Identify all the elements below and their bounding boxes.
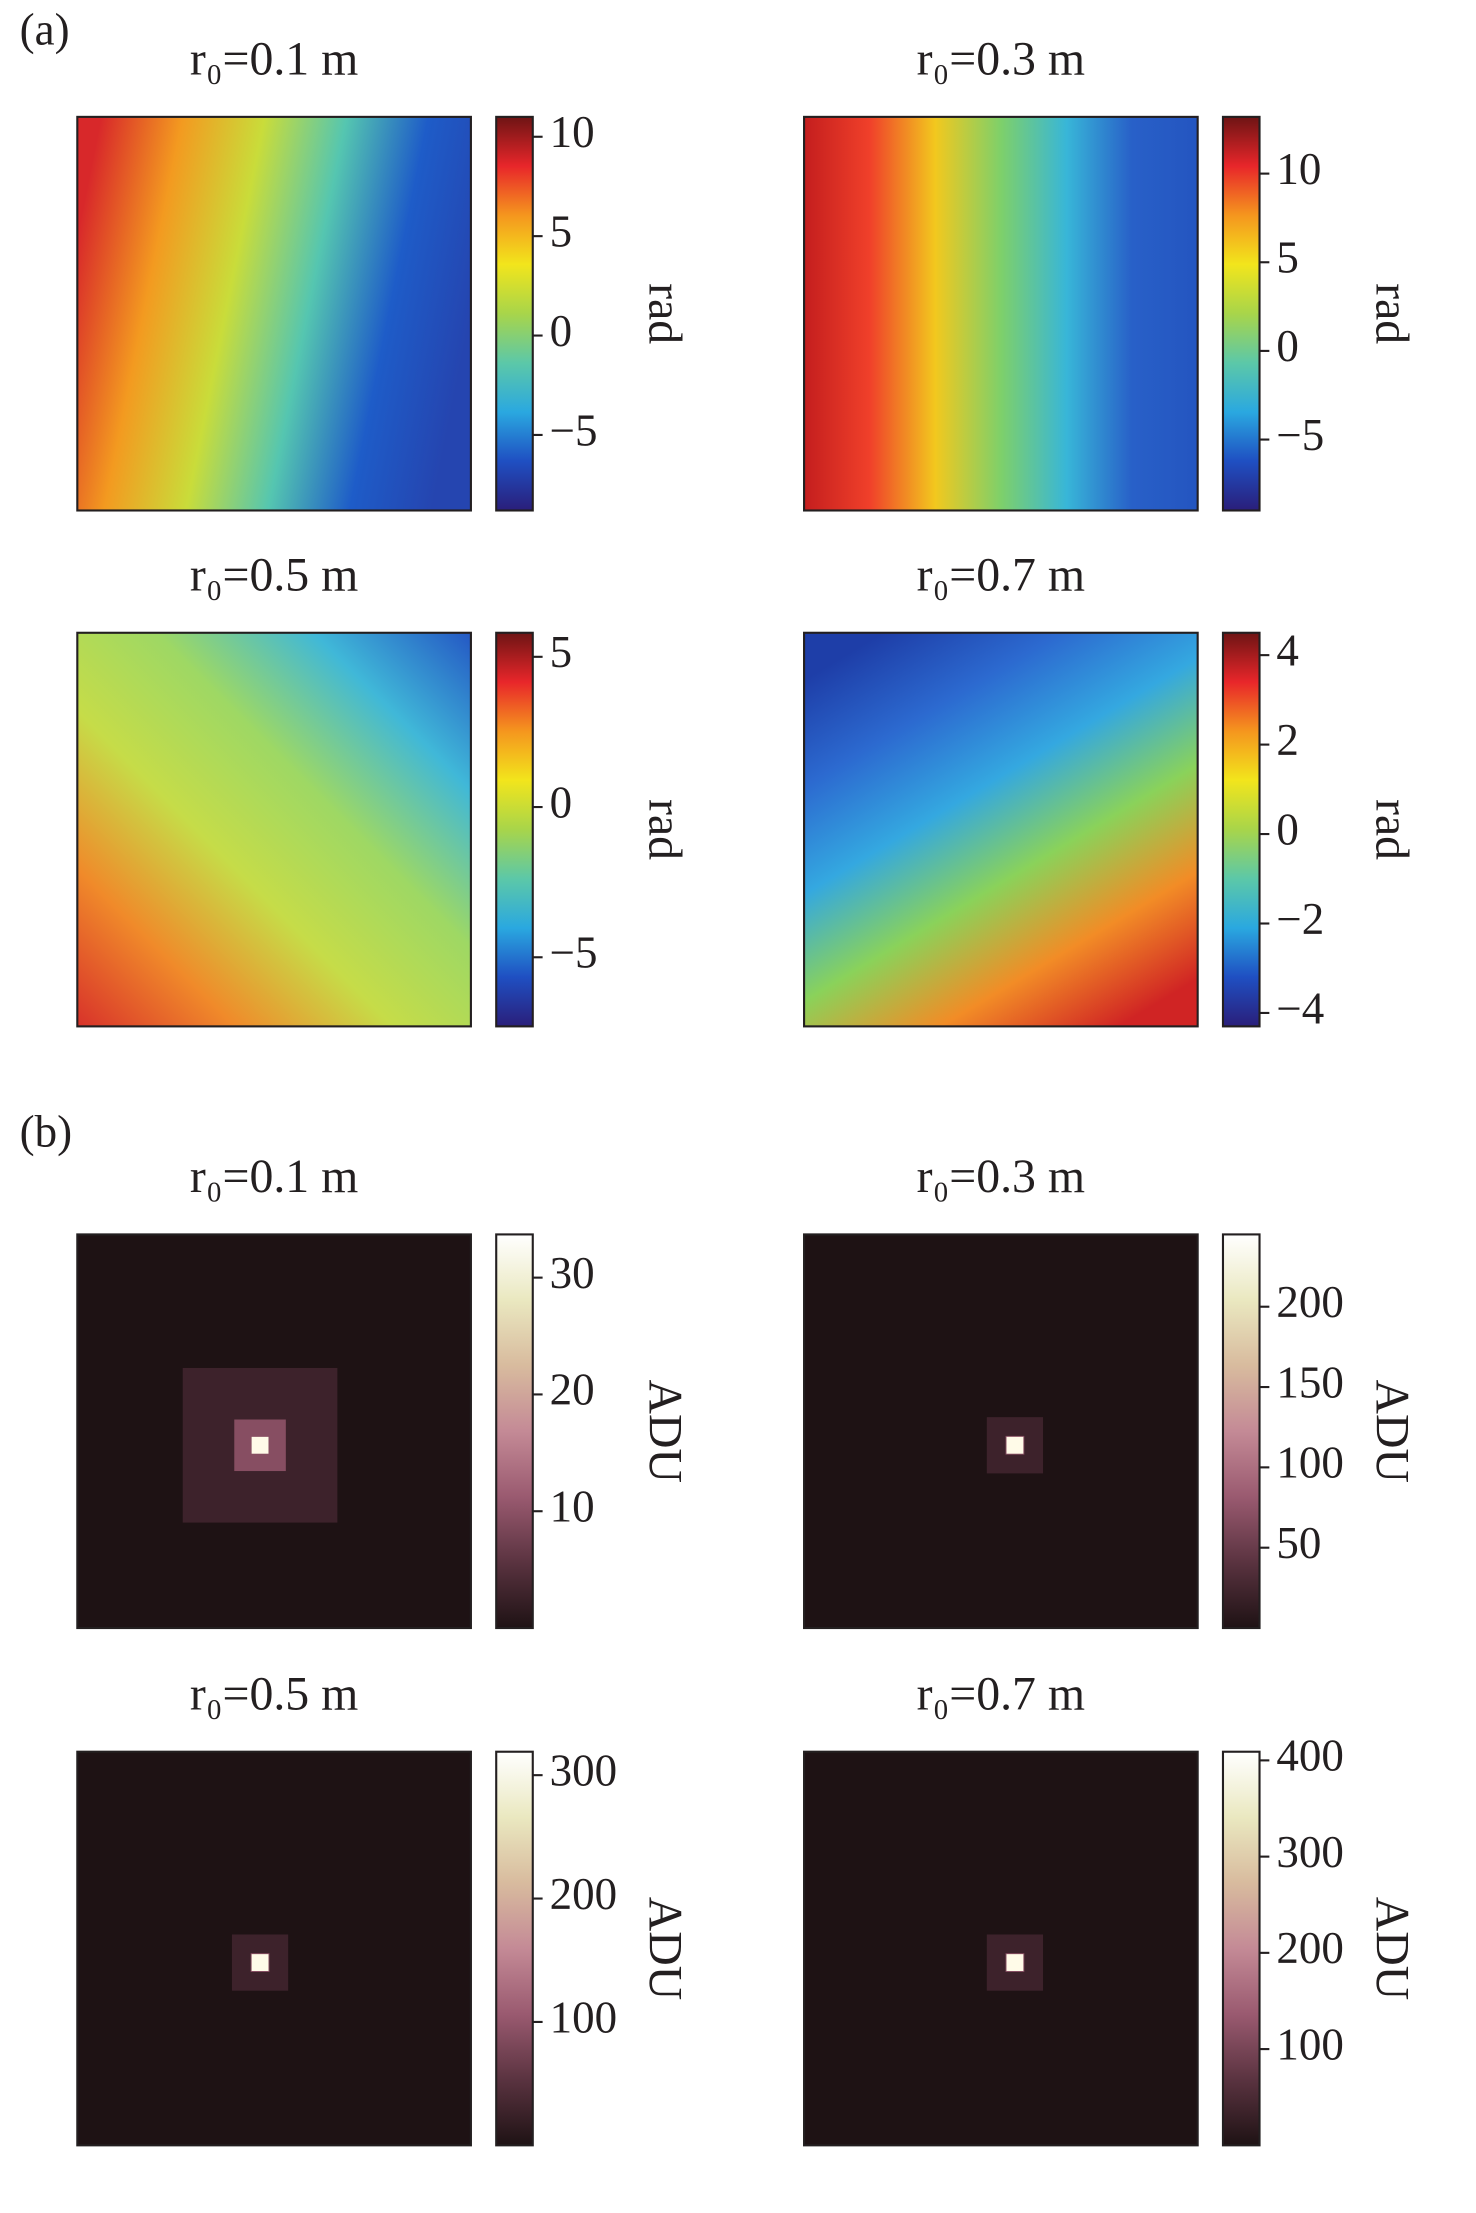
colorbar-tick-label: 20 xyxy=(550,1365,595,1415)
colorbar xyxy=(495,1233,534,1630)
colorbar-tick-label: 0 xyxy=(550,306,572,356)
panel-title: r₀=0.7 m xyxy=(917,548,1085,601)
colorbar-tick-label: 400 xyxy=(1276,1731,1343,1781)
colorbar-label: ADU xyxy=(1365,1379,1418,1483)
panel-title: r₀=0.3 m xyxy=(917,1150,1085,1203)
colorbar-tick-label: 0 xyxy=(1276,321,1298,371)
panel-label: (a) xyxy=(20,4,70,54)
colorbar-tick-label: 300 xyxy=(1276,1827,1343,1877)
colorbar-label: rad xyxy=(1365,283,1418,344)
panel-title: r₀=0.3 m xyxy=(917,32,1085,85)
colorbar-tick-label: 0 xyxy=(550,777,572,827)
colorbar xyxy=(495,115,534,512)
frame xyxy=(803,631,1199,1028)
panel-title: r₀=0.1 m xyxy=(190,1150,358,1203)
frame xyxy=(76,1233,472,1630)
psf-peak xyxy=(251,1954,269,1972)
colorbar-tick-label: 0 xyxy=(1276,804,1298,854)
colorbar-tick-label: 10 xyxy=(550,1482,595,1532)
colorbar-tick-label: 30 xyxy=(550,1248,595,1298)
colorbar xyxy=(1221,115,1261,512)
colorbar-tick-label: −5 xyxy=(1276,410,1324,460)
frame xyxy=(76,115,472,512)
colorbar-label: rad xyxy=(639,799,692,860)
frame xyxy=(76,631,472,1028)
phase-map xyxy=(804,632,1198,1027)
panel-title: r₀=0.5 m xyxy=(190,1667,358,1720)
psf-peak xyxy=(1006,1436,1024,1454)
colorbar xyxy=(495,1750,534,2147)
frame xyxy=(803,115,1199,512)
colorbar-tick-label: 50 xyxy=(1276,1518,1321,1568)
colorbar-tick-label: 300 xyxy=(550,1745,617,1795)
phase-map xyxy=(804,116,1198,511)
colorbar-tick-label: 150 xyxy=(1276,1357,1343,1407)
colorbar-tick-label: −2 xyxy=(1276,894,1324,944)
phase-map xyxy=(77,632,471,1027)
colorbar-tick-label: −5 xyxy=(550,405,598,455)
colorbar xyxy=(495,631,534,1028)
colorbar-tick-label: 4 xyxy=(1276,625,1298,675)
colorbar-label: ADU xyxy=(639,1897,692,2001)
colorbar-tick-label: 100 xyxy=(1276,2019,1343,2069)
psf-peak xyxy=(1006,1954,1024,1972)
panel-title: r₀=0.5 m xyxy=(190,548,358,601)
colorbar-tick-label: 5 xyxy=(1276,233,1298,283)
colorbar-tick-label: −4 xyxy=(1276,983,1324,1033)
panel-label: (b) xyxy=(20,1106,72,1156)
colorbar-tick-label: 10 xyxy=(550,107,595,157)
frame xyxy=(803,1750,1199,2147)
colorbar xyxy=(1221,1750,1261,2147)
colorbar-tick-label: 5 xyxy=(550,627,572,677)
colorbar-tick-label: 5 xyxy=(550,206,572,256)
colorbar-tick-label: 200 xyxy=(550,1869,617,1919)
colorbar xyxy=(1221,631,1261,1028)
colorbar-tick-label: 2 xyxy=(1276,715,1298,765)
colorbar-label: rad xyxy=(639,283,692,344)
colorbar xyxy=(1221,1233,1261,1630)
colorbar-tick-label: −5 xyxy=(550,928,598,978)
colorbar-tick-label: 100 xyxy=(1276,1438,1343,1488)
colorbar-label: ADU xyxy=(639,1379,692,1483)
colorbar-tick-label: 200 xyxy=(1276,1923,1343,1973)
colorbar-tick-label: 200 xyxy=(1276,1277,1343,1327)
panel-title: r₀=0.1 m xyxy=(190,32,358,85)
psf-peak xyxy=(251,1436,269,1454)
colorbar-tick-label: 100 xyxy=(550,1992,617,2042)
phase-map xyxy=(77,116,471,511)
colorbar-tick-label: 10 xyxy=(1276,144,1321,194)
colorbar-label: ADU xyxy=(1365,1897,1418,2001)
frame xyxy=(76,1750,472,2147)
frame xyxy=(803,1233,1199,1630)
panel-title: r₀=0.7 m xyxy=(917,1667,1085,1720)
colorbar-label: rad xyxy=(1365,799,1418,860)
